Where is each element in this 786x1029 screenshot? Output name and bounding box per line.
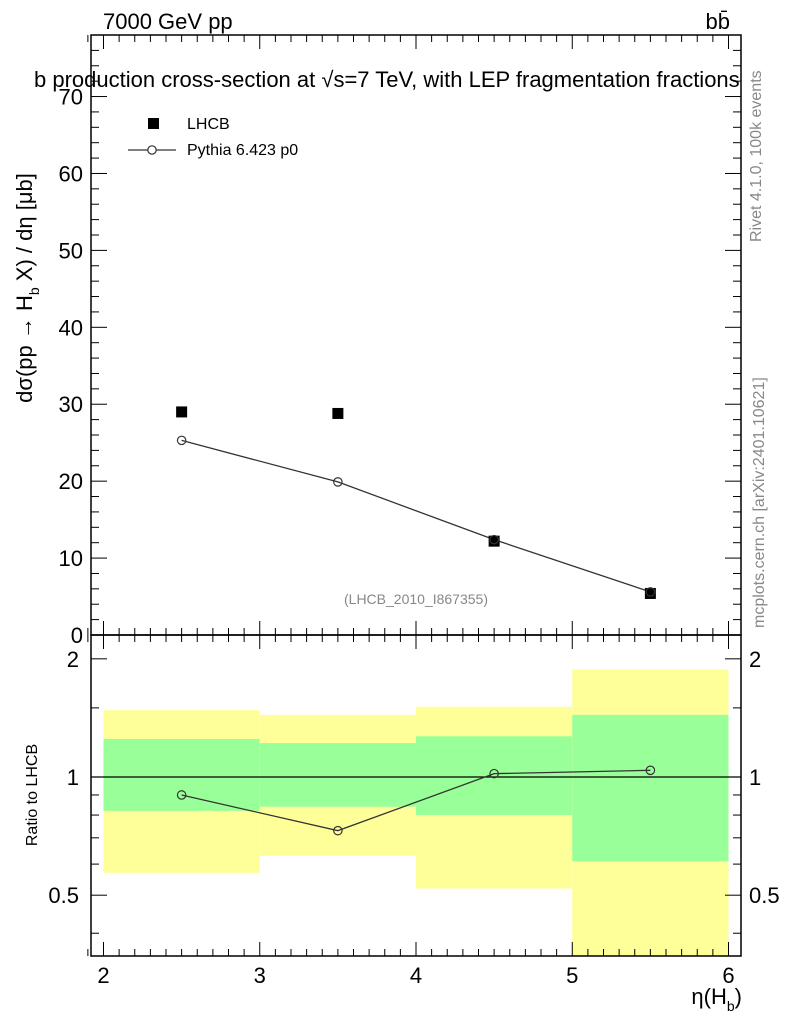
ratio-uncertainty-band-inner — [572, 714, 729, 862]
ratio-pythia-point — [333, 825, 343, 836]
main-y-tick-label: 40 — [59, 315, 83, 340]
ratio-uncertainty-band-inner — [259, 743, 416, 807]
ratio-panel: 2 3 4 5 6 0.5 0.5 1 1 2 2 Ratio to LHCB η(Hb) — [24, 634, 780, 1014]
pythia-data-point — [489, 534, 499, 545]
ratio-y-tick-label: 1 — [67, 765, 79, 790]
x-axis-label: η(Hb) — [691, 984, 742, 1014]
main-y-axis-label: dσ(pp → Hb X) / dη [μb] — [12, 173, 42, 403]
plot-title: b production cross-section at √s=7 TeV, … — [34, 67, 740, 92]
ratio-y-tick-label-right: 0.5 — [749, 883, 780, 908]
main-y-tick-label: 0 — [71, 623, 83, 648]
analysis-tag: (LHCB_2010_I867355) — [344, 591, 488, 607]
mcplots-credit-label: mcplots.cern.ch [arXiv:2401.10621] — [751, 377, 768, 628]
x-tick-label: 6 — [722, 963, 734, 988]
legend: LHCB Pythia 6.423 p0 — [128, 116, 298, 159]
pythia-data-point — [645, 587, 656, 597]
main-y-tick-label: 10 — [59, 546, 83, 571]
legend-lhcb-label: LHCB — [187, 116, 230, 133]
x-tick-label: 4 — [410, 963, 422, 988]
legend-pythia-marker — [147, 145, 157, 155]
lhcb-data-point — [176, 406, 188, 418]
pythia-data-point — [333, 477, 343, 487]
ratio-pythia-point — [489, 768, 499, 779]
lhcb-data-point — [488, 535, 500, 547]
lhcb-data-point — [332, 407, 344, 419]
main-y-tick-label: 70 — [59, 85, 83, 110]
main-y-tick-label: 60 — [59, 161, 83, 186]
legend-pythia-label: Pythia 6.423 p0 — [187, 142, 298, 159]
pythia-curve — [181, 439, 651, 593]
ratio-y-tick-label: 0.5 — [48, 883, 79, 908]
x-tick-label: 3 — [254, 963, 266, 988]
ratio-y-tick-label-right: 1 — [749, 765, 761, 790]
ratio-pythia-point — [645, 765, 656, 776]
ratio-pythia-curve — [181, 769, 651, 832]
ratio-uncertainty-band-inner — [416, 736, 573, 816]
process-label: bb̄ — [706, 9, 730, 34]
main-y-tick-label: 30 — [59, 392, 83, 417]
ratio-y-tick-label-right: 2 — [749, 647, 761, 672]
legend-lhcb-marker — [148, 118, 159, 129]
main-y-tick-label: 50 — [59, 238, 83, 263]
main-panel: 0 10 20 30 40 50 60 70 (LHCB_2010_I867355) dσ(p… — [12, 34, 742, 648]
x-tick-label: 5 — [566, 963, 578, 988]
x-tick-label: 2 — [97, 963, 109, 988]
ratio-pythia-point — [176, 790, 187, 800]
ratio-y-axis-label: Ratio to LHCB — [24, 744, 41, 846]
ratio-y-tick-label: 2 — [67, 647, 79, 672]
main-y-tick-label: 20 — [59, 469, 83, 494]
rivet-version-label: Rivet 4.1.0, 100k events — [748, 70, 765, 242]
ratio-uncertainty-band-inner — [103, 738, 260, 811]
lhcb-data-point — [644, 587, 656, 599]
pythia-data-point — [176, 435, 187, 446]
energy-label: 7000 GeV pp — [103, 9, 233, 34]
